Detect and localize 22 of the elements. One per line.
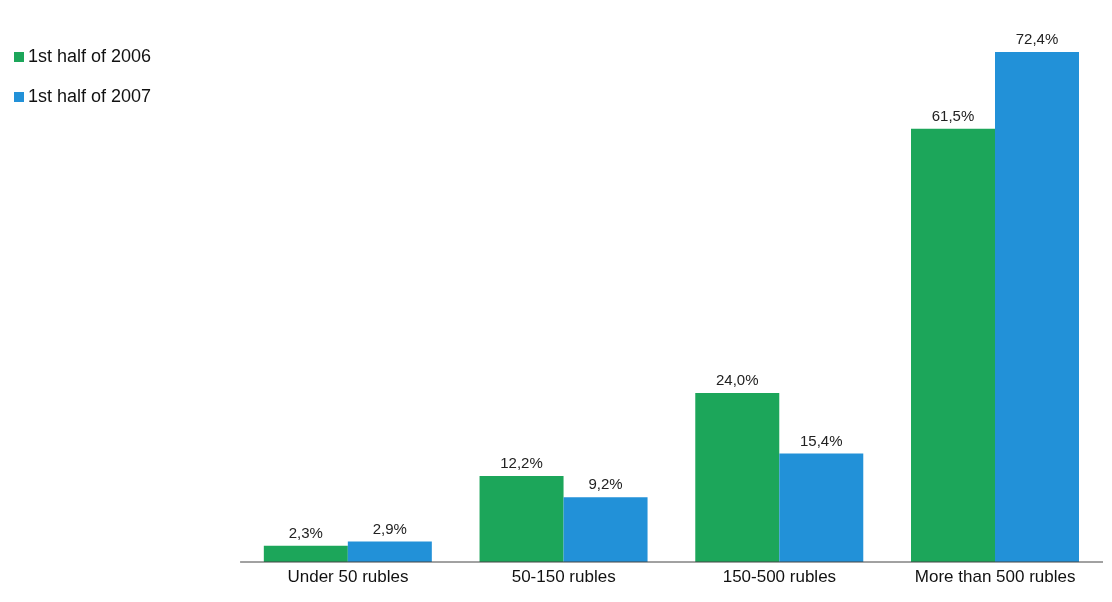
data-label: 72,4% bbox=[1015, 30, 1059, 47]
bar bbox=[911, 128, 995, 562]
x-tick-label: More than 500 rubles bbox=[914, 567, 1076, 587]
data-label: 2,3% bbox=[288, 523, 323, 541]
bar bbox=[347, 541, 432, 562]
data-label: 61,5% bbox=[931, 106, 975, 124]
data-label: 15,4% bbox=[800, 431, 843, 449]
x-tick-label: 150-500 rubles bbox=[722, 567, 837, 587]
bar bbox=[563, 497, 648, 562]
legend-label: 1st half of 2007 bbox=[28, 86, 152, 106]
x-tick-label: Under 50 rubles bbox=[287, 567, 409, 587]
data-label: 2,9% bbox=[372, 519, 407, 537]
data-label: 9,2% bbox=[588, 475, 623, 493]
legend-label: 1st half of 2006 bbox=[28, 46, 152, 66]
bar bbox=[695, 392, 780, 562]
bar bbox=[995, 52, 1079, 562]
bar bbox=[479, 476, 564, 562]
data-label: 12,2% bbox=[500, 454, 543, 472]
bar bbox=[263, 545, 348, 562]
bar bbox=[779, 453, 864, 562]
x-tick-label: 50-150 rubles bbox=[511, 567, 616, 587]
data-label: 24,0% bbox=[716, 370, 759, 388]
